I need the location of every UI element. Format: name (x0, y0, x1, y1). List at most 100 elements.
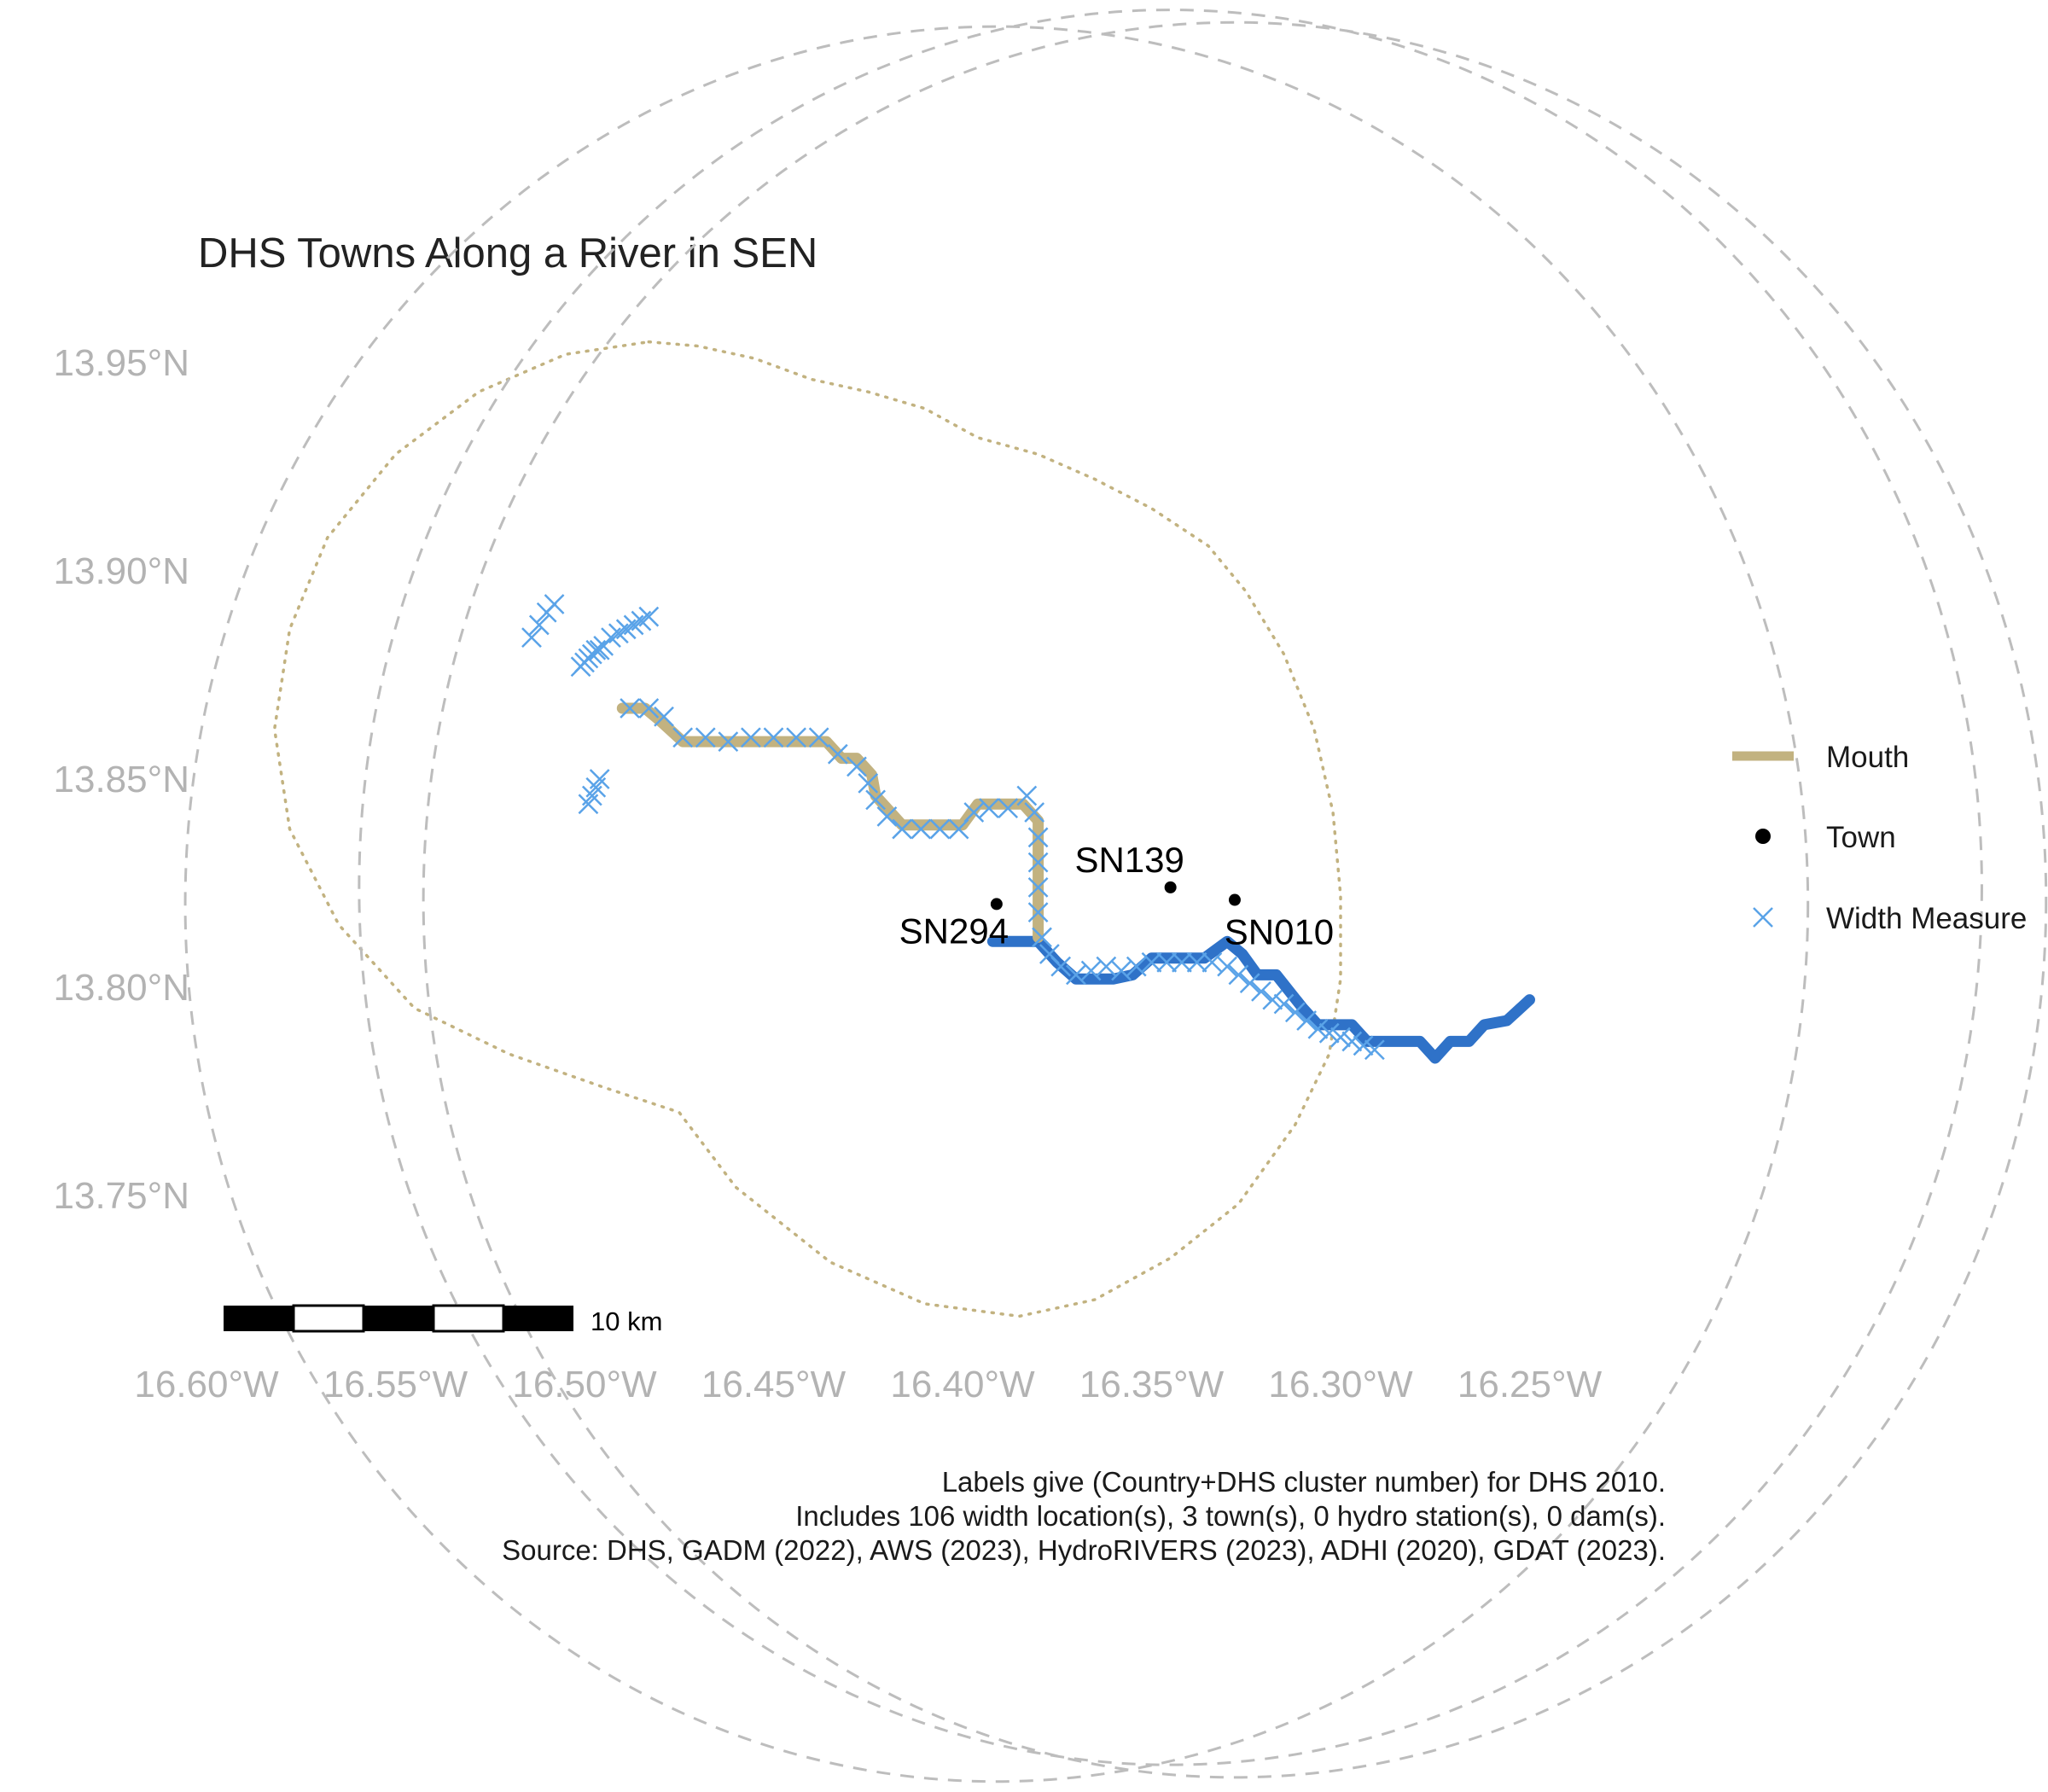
width-measure-point (1318, 1022, 1340, 1044)
caption-line-2: Includes 106 width location(s), 3 town(s… (795, 1500, 1666, 1532)
width-measure-point (1217, 956, 1237, 977)
width-measure-point (929, 818, 951, 840)
x-tick-label: 16.35°W (1079, 1364, 1225, 1405)
width-measure-point (1027, 876, 1049, 898)
town-buffer-circle (183, 25, 1810, 1783)
width-measure-point (654, 706, 674, 727)
width-measure-point (865, 789, 886, 811)
legend-label-mouth: Mouth (1826, 741, 1909, 774)
width-measure-point (1341, 1031, 1363, 1052)
boundary-layer (272, 340, 1342, 1318)
width-measure-point (695, 727, 716, 748)
width-measure-point (1024, 802, 1045, 823)
width-measure-point (808, 727, 829, 748)
river-layer (616, 702, 1535, 1064)
river-segment (986, 935, 1535, 1064)
width-measure-point (1016, 785, 1038, 806)
x-tick-label: 16.50°W (512, 1364, 657, 1405)
width-measure-point (1201, 951, 1223, 973)
admin-boundary-outline (272, 340, 1342, 1318)
width-measure-point (521, 627, 542, 648)
width-measure-point (1364, 1039, 1385, 1061)
width-measure-point (1066, 964, 1086, 986)
y-tick-label: 13.90°N (54, 550, 189, 592)
town-point (1228, 893, 1241, 906)
scale-bar: 10 km (224, 1304, 662, 1336)
legend-cross-icon (1753, 907, 1773, 928)
width-measure-point (948, 818, 969, 840)
width-measure-point (1307, 1018, 1329, 1039)
y-axis-ticks: 13.95°N 13.90°N 13.85°N 13.80°N 13.75°N (54, 342, 189, 1217)
town-point (990, 898, 1003, 911)
width-measure-point (1330, 1027, 1351, 1048)
width-measure-point (847, 756, 867, 777)
width-measure-point (1251, 980, 1271, 1002)
width-measure-point (1284, 1002, 1306, 1023)
river-mouth-segment (616, 702, 1044, 943)
width-measure-point (589, 639, 610, 660)
width-measure-point (1111, 960, 1132, 981)
width-measure-point (741, 727, 761, 748)
map-title: DHS Towns Along a River in SEN (198, 230, 817, 276)
buffer-layer (183, 9, 2048, 1783)
town-buffer-circle (358, 9, 1983, 1766)
width-measure-point (1262, 989, 1283, 1010)
width-measure-point (544, 594, 565, 614)
width-measure-point (620, 698, 641, 719)
width-measure-layer (521, 594, 1385, 1061)
legend-label-width-measure: Width Measure (1826, 902, 2027, 935)
x-axis-ticks: 16.60°W 16.55°W 16.50°W 16.45°W 16.40°W 16.35… (134, 1364, 1602, 1405)
town-label: SN010 (1225, 912, 1334, 952)
x-tick-label: 16.40°W (890, 1364, 1035, 1405)
width-measure-point (589, 769, 610, 789)
x-tick-label: 16.60°W (134, 1364, 279, 1405)
width-measure-point (858, 772, 879, 794)
x-tick-label: 16.55°W (323, 1364, 468, 1405)
width-measure-point (1273, 993, 1295, 1015)
width-measure-point (1239, 973, 1260, 994)
width-measure-point (892, 818, 913, 840)
width-measure-point (1156, 951, 1178, 973)
y-tick-label: 13.95°N (54, 342, 189, 384)
width-measure-point (1228, 964, 1249, 986)
width-measure-point (1027, 902, 1049, 923)
scale-bar-label: 10 km (591, 1306, 662, 1336)
town-point (1164, 881, 1177, 893)
legend-town-dot (1755, 829, 1771, 844)
scale-bar-segment (224, 1306, 294, 1331)
width-measure-point (827, 743, 848, 765)
width-measure-point (1080, 960, 1102, 981)
x-tick-label: 16.45°W (701, 1364, 847, 1405)
width-measure-point (876, 806, 898, 827)
scale-bar-segment (364, 1306, 433, 1331)
scale-bar-segment (432, 1304, 505, 1333)
town-label: SN294 (899, 911, 1009, 951)
y-tick-label: 13.85°N (54, 759, 189, 800)
x-tick-label: 16.25°W (1457, 1364, 1603, 1405)
width-measure-point (1096, 956, 1117, 977)
width-measure-point (1141, 951, 1162, 973)
town-buffer-circle (422, 20, 2048, 1779)
caption-line-1: Labels give (Country+DHS cluster number)… (942, 1466, 1666, 1498)
width-measure-point (998, 798, 1019, 819)
width-measure-point (1186, 951, 1207, 973)
width-measure-point (1027, 852, 1049, 873)
caption: Labels give (Country+DHS cluster number)… (502, 1466, 1666, 1566)
width-measure-point (638, 606, 660, 627)
caption-line-3: Source: DHS, GADM (2022), AWS (2023), Hy… (502, 1534, 1666, 1566)
x-tick-label: 16.30°W (1268, 1364, 1413, 1405)
width-measure-point (672, 727, 694, 748)
width-measure-point (963, 802, 985, 823)
scale-bar-segment (292, 1304, 365, 1333)
width-measure-point (718, 731, 739, 752)
width-measure-point (786, 727, 806, 748)
width-measure-point (638, 698, 660, 719)
width-measure-point (911, 818, 932, 840)
width-measure-point (528, 614, 550, 636)
width-measure-point (979, 798, 999, 819)
width-measure-point (1027, 827, 1049, 848)
scale-bar-segment (503, 1306, 573, 1331)
legend-label-town: Town (1826, 821, 1896, 854)
y-tick-label: 13.75°N (54, 1175, 189, 1217)
